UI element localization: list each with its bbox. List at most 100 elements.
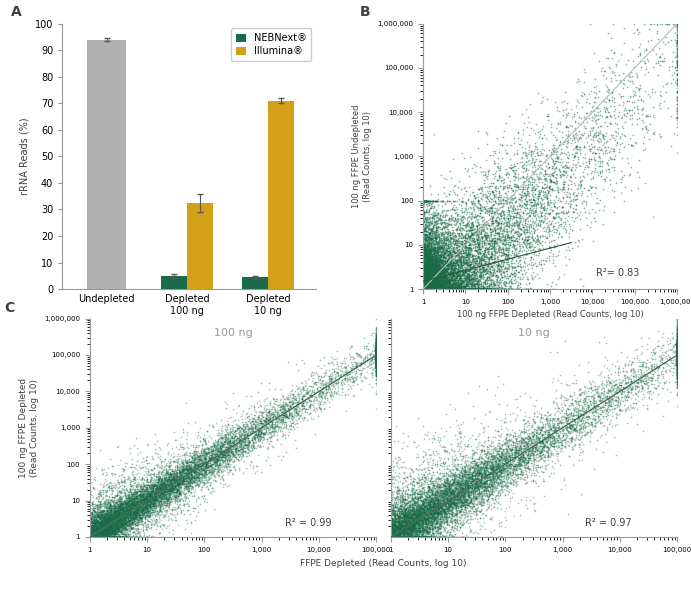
Point [433,496,444,506]
Point [446,256,457,266]
Point [466,469,477,478]
Point [98,532,109,542]
Point [418,243,429,253]
Point [399,511,410,520]
Point [243,440,254,450]
Point [500,458,511,467]
Point [151,480,162,490]
Point [448,275,459,284]
Point [157,483,168,492]
Point [171,467,182,476]
Point [475,183,486,193]
Point [451,274,462,283]
Point [476,502,487,511]
Point [261,409,272,418]
Point [567,445,578,454]
Point [100,519,111,529]
Point [407,494,418,503]
Point [455,490,466,500]
Point [129,532,140,542]
Point [405,506,416,515]
Point [520,455,531,464]
Point [433,215,444,224]
Point [149,481,160,490]
Point [493,218,504,227]
Point [164,471,176,481]
Point [478,485,489,494]
Point [444,284,455,294]
Point [95,526,106,535]
Point [555,444,566,454]
Point [142,516,153,525]
Point [536,439,547,448]
Point [144,511,155,520]
Point [419,284,430,294]
Point [216,472,227,481]
Point [649,127,660,137]
Point [391,532,402,542]
Point [434,284,445,294]
Point [427,263,438,272]
Point [463,522,474,531]
Point [386,518,397,527]
Point [520,201,531,210]
Point [388,532,399,542]
Point [423,247,434,257]
Point [116,532,127,542]
Point [460,475,471,484]
Point [151,493,162,502]
Point [453,493,464,503]
Point [672,317,683,327]
Point [472,196,483,205]
Point [427,265,438,274]
Point [99,532,110,542]
Point [456,474,467,483]
Point [85,520,96,530]
Point [646,376,657,385]
Point [524,220,535,230]
Point [445,257,456,266]
Point [371,345,382,355]
Point [438,278,449,287]
Point [603,167,614,176]
Point [594,195,605,205]
Point [433,482,444,491]
Point [535,149,546,158]
Point [102,502,113,512]
Point [390,523,401,533]
Point [148,504,159,513]
Point [580,133,591,143]
Point [478,447,489,456]
Point [332,371,343,380]
Point [342,366,353,375]
Point [639,371,650,381]
Point [205,453,216,463]
Point [410,519,421,529]
Point [478,463,489,473]
Point [440,191,451,201]
Point [136,463,147,472]
Point [422,260,433,269]
Point [424,284,435,293]
Point [473,283,484,292]
Point [219,450,230,460]
Point [466,473,477,482]
Point [421,284,432,294]
Point [410,532,421,542]
Point [123,494,134,503]
Point [371,337,382,347]
Point [404,529,415,538]
Point [523,435,534,444]
Point [99,532,110,542]
Point [419,507,430,516]
Point [672,371,683,380]
Point [541,151,552,160]
Point [102,526,113,536]
Point [91,529,102,538]
Point [399,507,410,516]
Point [107,518,118,527]
Point [413,532,424,542]
Point [430,273,442,283]
Point [484,470,495,479]
Point [536,261,547,270]
